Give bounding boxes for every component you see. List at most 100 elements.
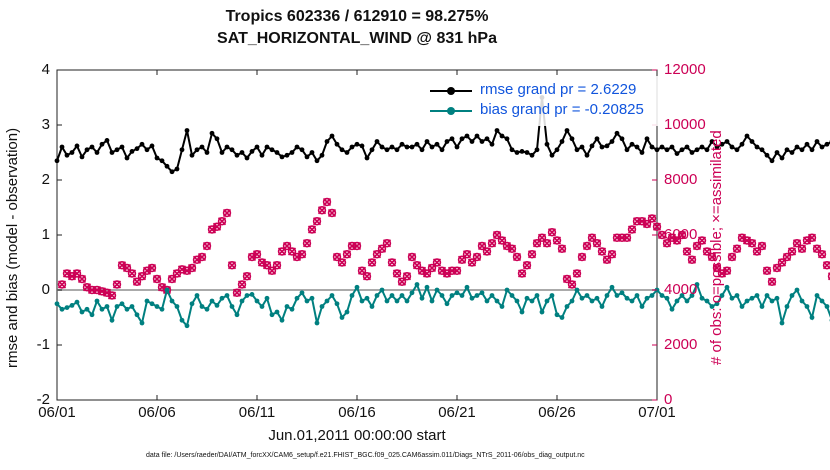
- bias-point: [449, 293, 455, 298]
- y-tick-label: 3: [41, 116, 50, 133]
- rmse-point: [684, 144, 690, 150]
- obs-possible-point: [402, 272, 412, 281]
- obs-assimilated-point: [597, 247, 607, 256]
- bias-series: [54, 281, 830, 329]
- obs-possible-point: [807, 233, 817, 242]
- bias-point: [719, 293, 725, 298]
- rmse-point: [499, 133, 505, 139]
- rmse-point: [219, 150, 225, 155]
- bias-point: [574, 287, 580, 293]
- obs-possible-point: [512, 252, 522, 262]
- obs-possible-point: [327, 208, 337, 218]
- bias-point: [774, 295, 780, 301]
- bias-point: [144, 298, 150, 304]
- obs-assimilated-point: [727, 252, 737, 262]
- obs-possible-point: [112, 280, 122, 289]
- obs-possible-point: [167, 274, 177, 284]
- rmse-point: [344, 150, 350, 155]
- obs-possible-point: [72, 269, 82, 278]
- bias-point: [99, 306, 105, 312]
- x-tick-label: 06/16: [338, 404, 376, 421]
- bias-point: [714, 301, 720, 307]
- bias-point: [364, 295, 370, 301]
- obs-possible-point: [652, 222, 662, 231]
- obs-possible-point: [762, 266, 772, 275]
- rmse-point: [514, 150, 520, 155]
- rmse-point: [284, 152, 290, 158]
- obs-possible-point: [297, 250, 307, 259]
- rmse-point: [84, 147, 90, 153]
- bias-point: [659, 293, 665, 298]
- bias-point: [214, 303, 220, 308]
- obs-assimilated-point: [217, 217, 227, 226]
- rmse-point: [519, 149, 525, 154]
- rmse-point: [424, 139, 430, 144]
- obs-possible-point: [487, 239, 497, 248]
- obs-possible-point: [612, 233, 622, 242]
- rmse-point: [244, 155, 250, 161]
- obs-assimilated-point: [567, 280, 577, 289]
- bias-point: [104, 304, 110, 309]
- bias-point: [384, 298, 390, 304]
- bias-point: [139, 320, 145, 326]
- obs-possible-point: [702, 247, 712, 256]
- y-tick-label: 1: [41, 226, 50, 243]
- bias-point: [94, 298, 100, 304]
- bias-point: [744, 298, 750, 304]
- bias-point: [599, 304, 605, 309]
- obs-possible-point: [322, 197, 332, 207]
- chart-legend: rmse grand pr = 2.6229 bias grand pr = -…: [426, 76, 662, 126]
- obs-assimilated-point: [557, 244, 567, 253]
- obs-possible-point: [602, 255, 612, 264]
- obs-assimilated-point: [747, 239, 757, 248]
- obs-assimilated-point: [732, 244, 742, 253]
- rmse-point: [89, 144, 95, 150]
- bias-point: [649, 293, 655, 298]
- rmse-point: [264, 144, 270, 150]
- obs-assimilated-point: [317, 206, 327, 215]
- bias-point: [294, 295, 300, 301]
- bias-point: [444, 301, 450, 307]
- obs-possible-point: [187, 263, 197, 273]
- rmse-point: [704, 147, 710, 153]
- bias-point: [399, 293, 405, 298]
- obs-assimilated-point: [547, 228, 557, 237]
- obs-possible-point: [792, 239, 802, 248]
- bias-point: [159, 306, 165, 312]
- y-tick-label: -2: [36, 391, 50, 408]
- rmse-point: [394, 147, 400, 153]
- y2-tick-label: 12000: [664, 61, 706, 78]
- rmse-point: [474, 133, 480, 139]
- y2-tick-label: 10000: [664, 116, 706, 133]
- rmse-point: [279, 154, 285, 160]
- rmse-point: [784, 147, 790, 153]
- bias-point: [564, 304, 570, 309]
- obs-possible-point: [277, 247, 287, 256]
- bias-point: [244, 293, 250, 298]
- obs-assimilated-point: [452, 266, 462, 275]
- bias-point: [219, 295, 225, 301]
- bias-point: [544, 298, 550, 304]
- bias-point: [164, 287, 170, 293]
- rmse-point: [74, 143, 80, 149]
- rmse-point: [679, 147, 685, 153]
- bias-point: [184, 323, 190, 329]
- obs-possible-point: [357, 266, 367, 275]
- rmse-point: [339, 147, 345, 153]
- rmse-point: [479, 139, 485, 144]
- rmse-point: [404, 144, 410, 150]
- rmse-point: [464, 133, 470, 139]
- obs-possible-point: [777, 258, 787, 267]
- rmse-point: [374, 139, 380, 144]
- obs-possible-point: [172, 269, 182, 278]
- rmse-point: [179, 147, 185, 153]
- rmse-point: [314, 158, 320, 164]
- obs-possible-point: [617, 233, 627, 242]
- bias-point: [769, 298, 775, 304]
- obs-possible-point: [632, 217, 642, 226]
- bias-point: [689, 293, 695, 298]
- obs-possible-point: [697, 236, 707, 245]
- x-axis-label: Jun.01,2011 00:00:00 start: [268, 427, 446, 444]
- bias-point: [174, 304, 180, 309]
- bias-point: [699, 295, 705, 301]
